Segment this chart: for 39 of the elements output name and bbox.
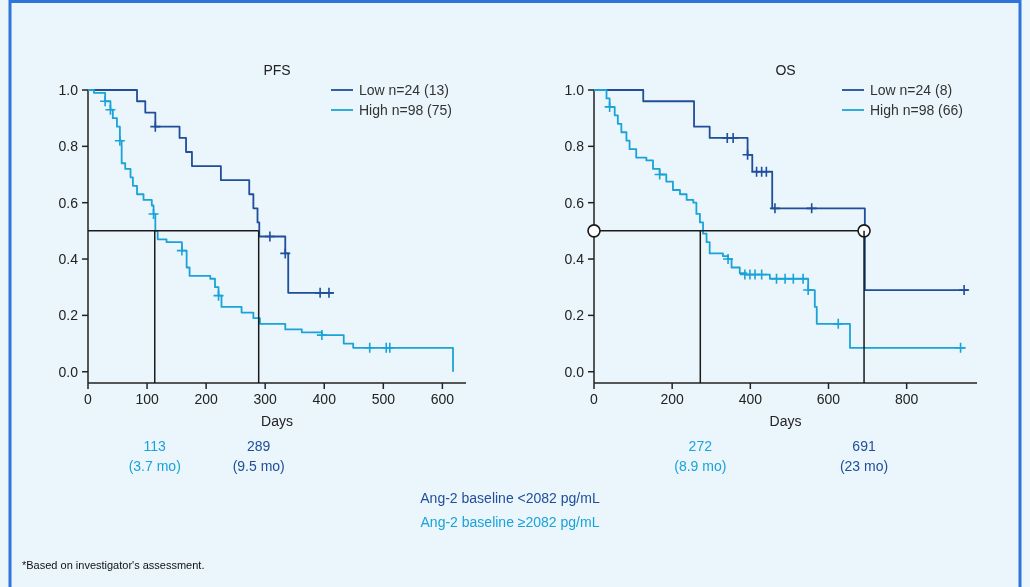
text: 113 (3.7 mo) — [128, 438, 181, 474]
legend-label: Low n=24 (13) — [359, 82, 449, 98]
y-tick-label: 1.0 — [58, 82, 79, 98]
y-tick-label: 0.4 — [564, 251, 585, 268]
x-tick-label: 600 — [430, 391, 455, 407]
x-tick-label: 600 — [816, 391, 841, 407]
y-tick-label: 0.6 — [58, 194, 79, 211]
x-tick-label: 400 — [738, 391, 763, 407]
y-tick-label: 0.4 — [58, 251, 79, 268]
legend-label: Low n=24 (8) — [870, 82, 953, 98]
x-tick-label: 0 — [590, 391, 599, 407]
text: 272 (8.9 mo) — [674, 438, 727, 474]
chart-title: OS — [775, 62, 796, 78]
legend-label: High n=98 (66) — [870, 102, 964, 118]
x-tick-label: 0 — [84, 391, 93, 407]
x-axis-title: Days — [261, 413, 293, 429]
chart-title: PFS — [263, 62, 291, 78]
x-axis-title: Days — [769, 413, 802, 429]
y-tick-label: 0.0 — [58, 363, 79, 380]
x-tick-label: 200 — [194, 391, 219, 407]
y-tick-label: 0.2 — [564, 307, 585, 324]
x-tick-label: 800 — [894, 391, 919, 407]
x-tick-label: 200 — [660, 391, 685, 407]
x-tick-label: 100 — [135, 391, 159, 407]
y-tick-label: 0.8 — [58, 138, 79, 155]
text: *Based on investigator's assessment. — [22, 559, 205, 571]
x-tick-label: 300 — [253, 391, 278, 407]
y-tick-label: 1.0 — [564, 82, 585, 98]
y-tick-label: 0.2 — [58, 307, 79, 324]
text: Ang-2 baseline <2082 pg/mL — [420, 490, 600, 506]
x-tick-label: 400 — [312, 391, 337, 407]
legend-label: High n=98 (75) — [359, 102, 453, 118]
x-tick-label: 500 — [371, 391, 396, 407]
y-tick-label: 0.8 — [564, 138, 585, 155]
y-tick-label: 0.6 — [564, 194, 585, 211]
text: 691 (23 mo) — [839, 438, 889, 474]
text: 289 (9.5 mo) — [232, 438, 285, 474]
y-tick-label: 0.0 — [564, 363, 585, 380]
text: Ang-2 baseline ≥2082 pg/mL — [420, 514, 600, 530]
